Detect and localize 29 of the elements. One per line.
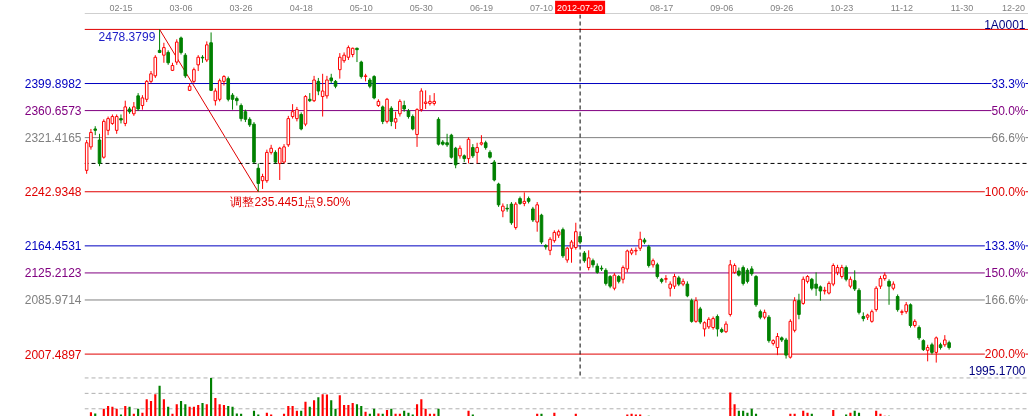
x-tick-label: 12-20 [1001,2,1025,13]
x-tick-label: 09-26 [770,2,794,13]
x-tick-label: 10-23 [830,2,854,13]
y-tick-label: 2321.4165 [24,131,82,146]
y-tick-label: 2007.4897 [24,347,82,362]
annotation: 33.3% [991,76,1026,91]
x-tick-label: 02-15 [109,2,133,13]
annotation: 2478.3799 [98,30,156,45]
y-tick-label: 2164.4531 [24,239,82,254]
annotation: 1A0001 [984,17,1026,32]
x-tick-label: 05-30 [409,2,433,13]
annotation: 1995.1700 [968,363,1026,378]
x-tick-label: 03-26 [229,2,253,13]
y-tick-label: 2085.9714 [24,293,82,308]
x-tick-label: 05-10 [349,2,373,13]
y-tick-label: 2242.9348 [24,185,82,200]
y-tick-label: 2360.6573 [24,104,82,119]
x-tick-label: 2012-07-20 [557,2,604,13]
x-tick-label: 06-19 [469,2,493,13]
x-tick-label: 03-06 [169,2,193,13]
x-tick-label: 07-10 [529,2,553,13]
x-tick-label: 04-18 [289,2,313,13]
x-tick-label: 11-30 [950,2,974,13]
annotation: 调整235.4451点9.50% [230,194,351,209]
x-tick-label: 11-12 [890,2,914,13]
x-tick-label: 09-06 [710,2,734,13]
x-tick-label: 08-17 [650,2,674,13]
y-tick-label: 2399.8982 [24,77,82,92]
y-tick-label: 2125.2123 [24,266,82,281]
